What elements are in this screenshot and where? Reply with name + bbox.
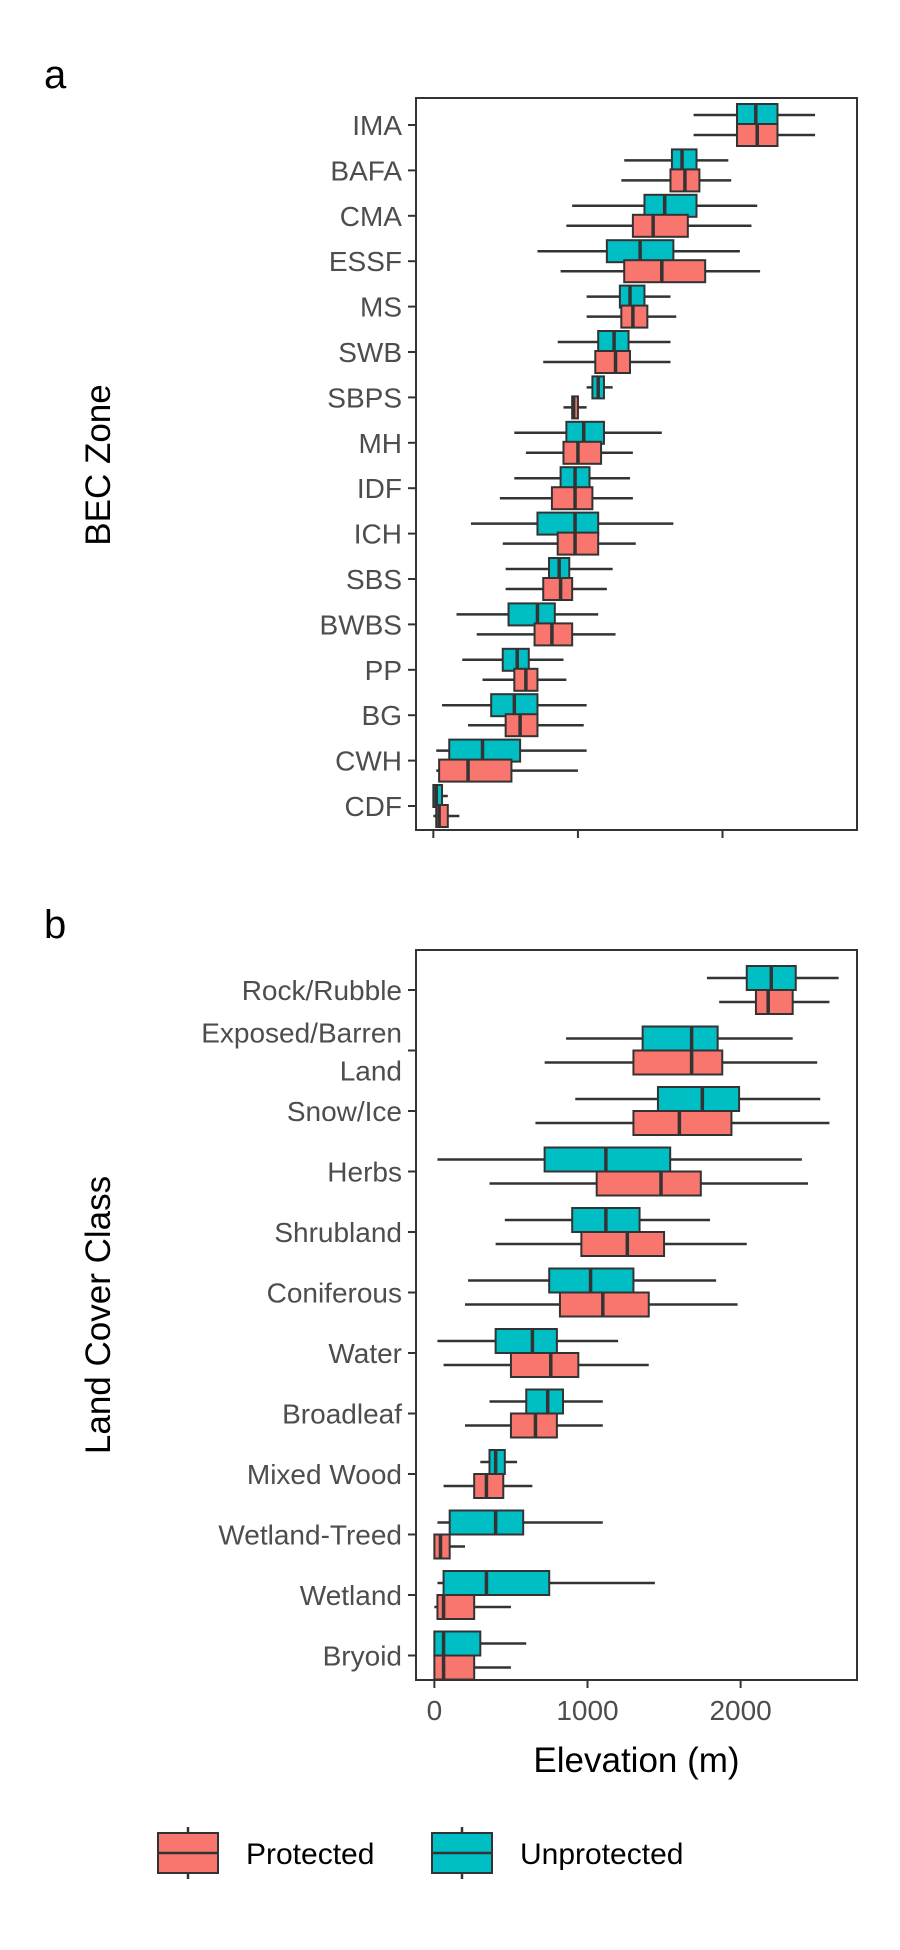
protected-box <box>473 1473 505 1499</box>
protected-box <box>580 1231 666 1257</box>
y-tick-label: Broadleaf <box>282 1399 402 1430</box>
unprotected-box <box>536 511 600 536</box>
y-tick-label: Wetland-Treed <box>218 1520 402 1551</box>
y-tick-label: Shrubland <box>274 1217 402 1248</box>
y-tick-label: IMA <box>352 110 402 141</box>
y-tick-label: ICH <box>354 519 402 550</box>
y-tick-label: PP <box>365 655 402 686</box>
y-tick-label: Mixed Wood <box>247 1459 402 1490</box>
y-tick-label: ESSF <box>329 246 402 277</box>
y-tick-label: CDF <box>344 791 402 822</box>
y-axis-title: BEC Zone <box>79 384 118 545</box>
panel-border <box>415 97 858 831</box>
unprotected-box <box>448 1509 525 1536</box>
y-tick-label: Land <box>340 1056 402 1087</box>
y-tick-label: Exposed/Barren <box>201 1018 402 1049</box>
unprotected-box <box>525 1388 564 1415</box>
x-tick-label: 0 <box>427 1695 443 1726</box>
unprotected-box <box>641 1025 719 1052</box>
unprotected-box <box>494 1328 558 1354</box>
x-tick-label: 2000 <box>709 1695 771 1726</box>
unprotected-box <box>656 1086 741 1112</box>
protected-box <box>595 1170 702 1197</box>
y-tick-label: SBPS <box>327 382 402 413</box>
protected-box <box>550 486 594 511</box>
y-tick-label: Water <box>328 1338 402 1369</box>
y-tick-label: IDF <box>357 473 402 504</box>
protected-box <box>435 804 449 828</box>
y-tick-label: Wetland <box>300 1580 402 1611</box>
protected-box <box>542 577 574 601</box>
unprotected-box <box>507 602 556 627</box>
y-tick-label: Herbs <box>327 1157 402 1188</box>
panel-border <box>415 949 858 1681</box>
unprotected-box <box>670 148 698 173</box>
y-tick-label: MS <box>360 292 402 323</box>
panel-tag: a <box>44 53 67 97</box>
protected-box <box>632 1049 724 1076</box>
protected-box <box>594 350 631 374</box>
protected-box <box>556 531 600 556</box>
unprotected-box <box>618 284 646 309</box>
y-axis-title: Land Cover Class <box>79 1176 118 1454</box>
y-tick-label: BAFA <box>330 155 402 186</box>
y-tick-label: SWB <box>338 337 402 368</box>
protected-box <box>562 440 603 465</box>
protected-box <box>632 1110 733 1136</box>
y-tick-label: Coniferous <box>267 1278 402 1309</box>
legend-label-protected: Protected <box>246 1838 374 1871</box>
protected-box <box>754 989 794 1015</box>
y-tick-label: BWBS <box>320 609 402 640</box>
unprotected-box <box>643 193 698 218</box>
y-tick-label: Rock/Rubble <box>242 975 402 1006</box>
panel-tag: b <box>44 903 66 947</box>
protected-box <box>509 1352 580 1378</box>
y-tick-label: CMA <box>340 201 403 232</box>
y-tick-label: Bryoid <box>323 1641 402 1672</box>
protected-box <box>438 758 513 783</box>
legend-label-unprotected: Unprotected <box>520 1838 683 1871</box>
y-tick-label: Snow/Ice <box>287 1096 402 1127</box>
y-tick-label: CWH <box>335 746 402 777</box>
y-tick-label: MH <box>358 428 402 459</box>
unprotected-box <box>442 1570 551 1596</box>
protected-box <box>631 213 689 238</box>
x-tick-label: 1000 <box>556 1695 618 1726</box>
y-tick-label: BG <box>362 700 402 731</box>
protected-box <box>623 259 707 284</box>
unprotected-box <box>433 1630 482 1657</box>
x-axis-title: Elevation (m) <box>533 1741 739 1780</box>
unprotected-box <box>448 738 522 763</box>
y-tick-label: SBS <box>346 564 402 595</box>
protected-box <box>433 1654 476 1681</box>
